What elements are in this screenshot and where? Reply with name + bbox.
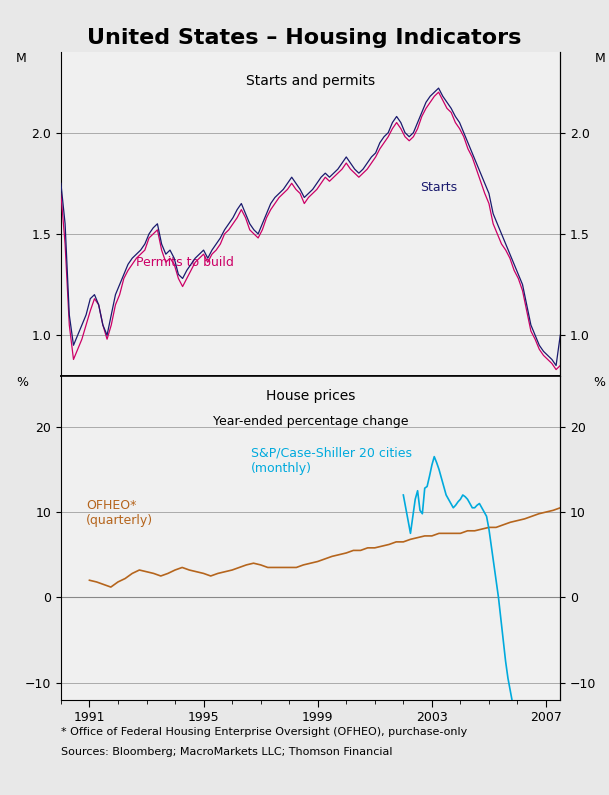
Text: Starts: Starts [420, 181, 457, 194]
Text: Permits to build: Permits to build [136, 256, 234, 269]
Text: Year-ended percentage change: Year-ended percentage change [213, 414, 409, 428]
Text: M: M [16, 52, 27, 64]
Text: OFHEO*
(quarterly): OFHEO* (quarterly) [86, 498, 153, 527]
Text: * Office of Federal Housing Enterprise Oversight (OFHEO), purchase-only: * Office of Federal Housing Enterprise O… [61, 727, 467, 738]
Text: Sources: Bloomberg; MacroMarkets LLC; Thomson Financial: Sources: Bloomberg; MacroMarkets LLC; Th… [61, 747, 392, 758]
Text: M: M [594, 52, 605, 64]
Text: United States – Housing Indicators: United States – Housing Indicators [87, 28, 522, 48]
Text: Starts and permits: Starts and permits [246, 75, 375, 88]
Text: S&P/Case-Shiller 20 cities
(monthly): S&P/Case-Shiller 20 cities (monthly) [251, 447, 412, 475]
Text: House prices: House prices [266, 389, 355, 402]
Text: %: % [16, 375, 28, 389]
Text: %: % [593, 375, 605, 389]
